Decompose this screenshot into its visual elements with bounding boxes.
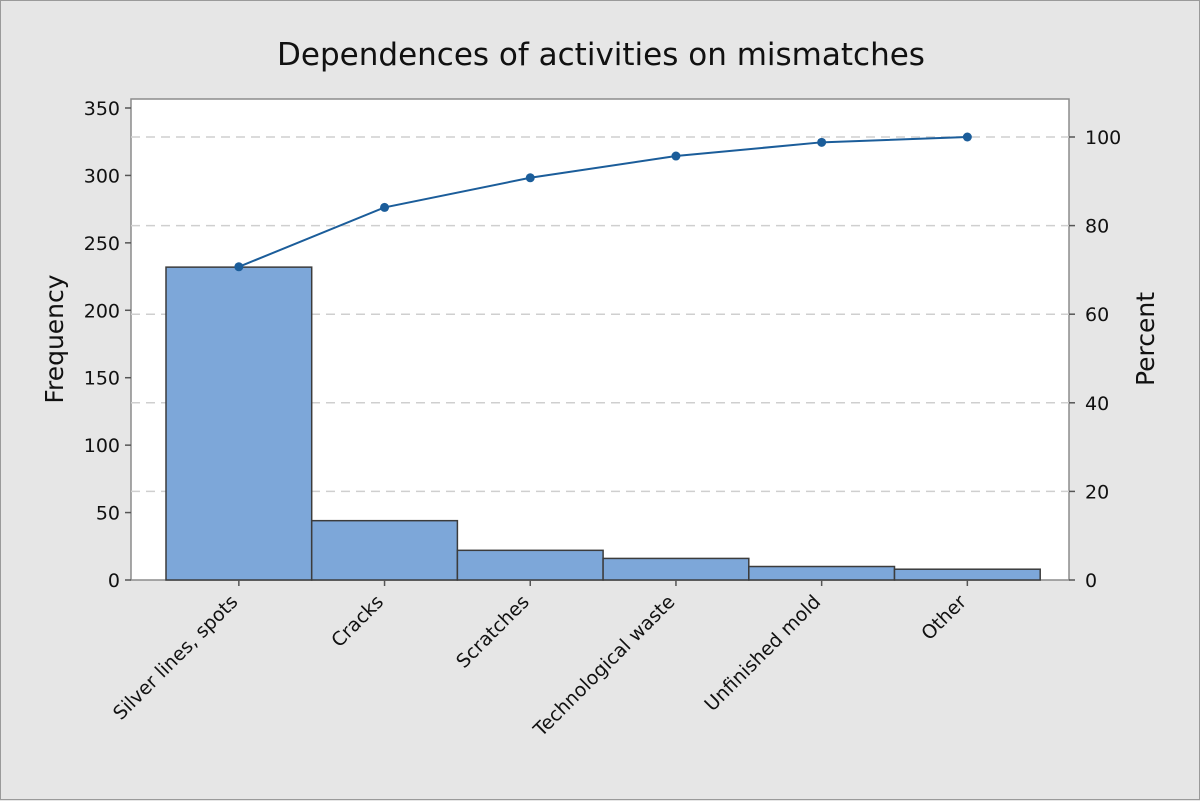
bar: [893, 568, 1041, 581]
bar: [456, 549, 604, 581]
y-tick-label: 0: [108, 570, 120, 592]
y-tick-label: 300: [84, 165, 120, 187]
y2-tick-label: 20: [1085, 481, 1109, 503]
x-tick-label: Unfinished mold: [700, 591, 825, 716]
bar: [602, 557, 750, 581]
cumulative-point: [234, 262, 244, 272]
y-tick-label: 50: [96, 503, 120, 525]
chart-title: Dependences of activities on mismatches: [277, 37, 925, 73]
cumulative-point: [525, 173, 535, 183]
y-axis-title: Frequency: [40, 274, 69, 403]
y2-tick-label: 80: [1085, 216, 1109, 238]
bar: [310, 519, 459, 581]
y-tick-label: 200: [84, 300, 120, 322]
cumulative-line: [234, 132, 972, 272]
bars: [165, 266, 1041, 581]
x-tick-label: Cracks: [327, 591, 388, 652]
cumulative-point: [380, 202, 390, 212]
x-tick-label: Silver lines, spots: [109, 591, 242, 724]
cumulative-percent-line: [238, 136, 968, 268]
y-tick-label: 150: [84, 368, 120, 390]
y-tick-label: 100: [84, 435, 120, 457]
y-tick-label: 350: [84, 98, 120, 120]
axes: [125, 107, 1075, 586]
bar: [165, 266, 313, 581]
bar: [748, 565, 896, 581]
x-tick-label: Other: [917, 591, 971, 645]
y-tick-label: 250: [84, 233, 120, 255]
cumulative-point: [671, 151, 681, 161]
cumulative-point: [817, 137, 827, 147]
x-tick-label: Scratches: [452, 591, 534, 673]
cumulative-point: [962, 132, 972, 142]
y2-axis-title: Percent: [1131, 292, 1160, 386]
x-tick-label: Technological waste: [529, 591, 680, 742]
y2-tick-label: 0: [1085, 570, 1097, 592]
y2-tick-label: 60: [1085, 304, 1109, 326]
y2-tick-label: 40: [1085, 393, 1109, 415]
y2-tick-label: 100: [1085, 127, 1121, 149]
